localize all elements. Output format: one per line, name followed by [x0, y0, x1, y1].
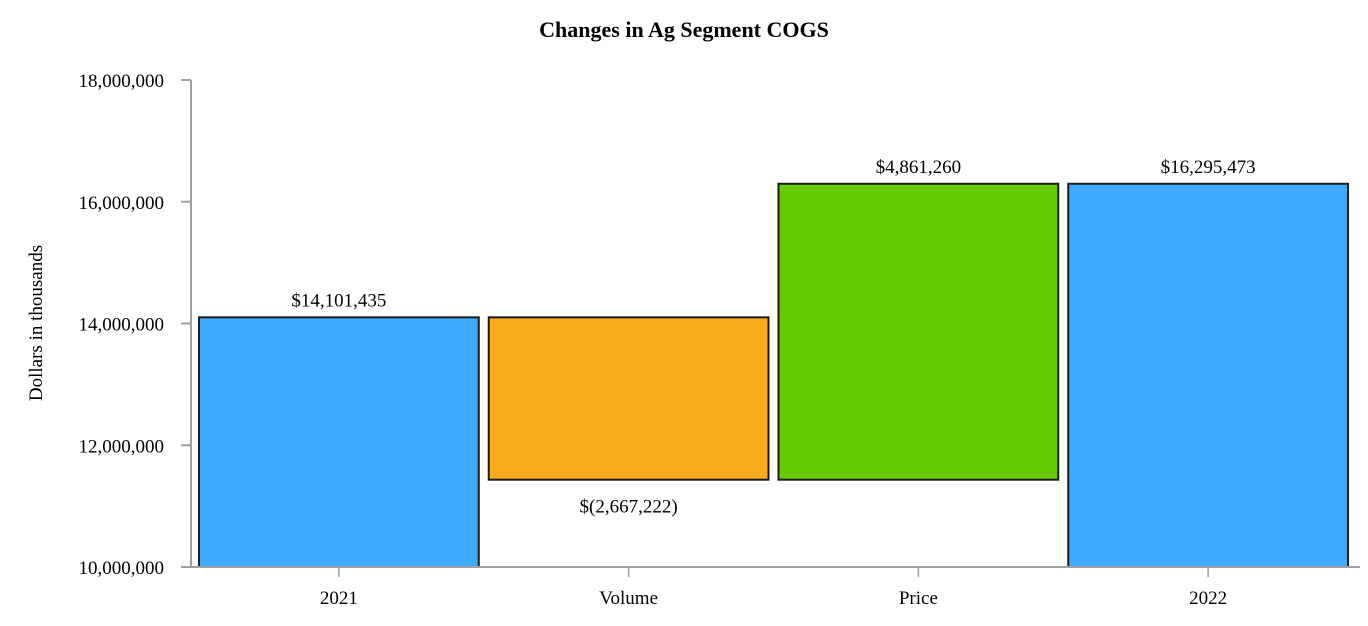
bar-value-label: $14,101,435: [291, 290, 386, 311]
bar-price: [777, 182, 1060, 481]
bars-group: $14,101,435 $(2,667,222) $4,861,260 $16,295…: [198, 157, 1349, 568]
y-tick-label: 14,000,000: [79, 315, 165, 336]
chart-title: Changes in Ag Segment COGS: [539, 17, 829, 42]
axes-group: 10,000,000 12,000,000 14,000,000 16,000,000…: [79, 71, 1360, 609]
y-tick-label: 10,000,000: [79, 558, 165, 579]
bar-2021: [198, 316, 480, 568]
x-tick-label: 2021: [320, 588, 358, 609]
bar-2022: [1067, 182, 1349, 568]
y-tick-label: 12,000,000: [79, 436, 165, 457]
bar-value-label: $4,861,260: [876, 157, 962, 178]
bar-value-label: $16,295,473: [1161, 157, 1256, 178]
bar-volume: [487, 316, 770, 481]
x-tick-label: Price: [899, 588, 938, 609]
y-tick-label: 16,000,000: [79, 193, 165, 214]
y-tick-label: 18,000,000: [79, 71, 165, 92]
x-tick-label: Volume: [599, 588, 658, 609]
bar-value-label: $(2,667,222): [580, 497, 678, 518]
x-tick-label: 2022: [1189, 588, 1227, 609]
